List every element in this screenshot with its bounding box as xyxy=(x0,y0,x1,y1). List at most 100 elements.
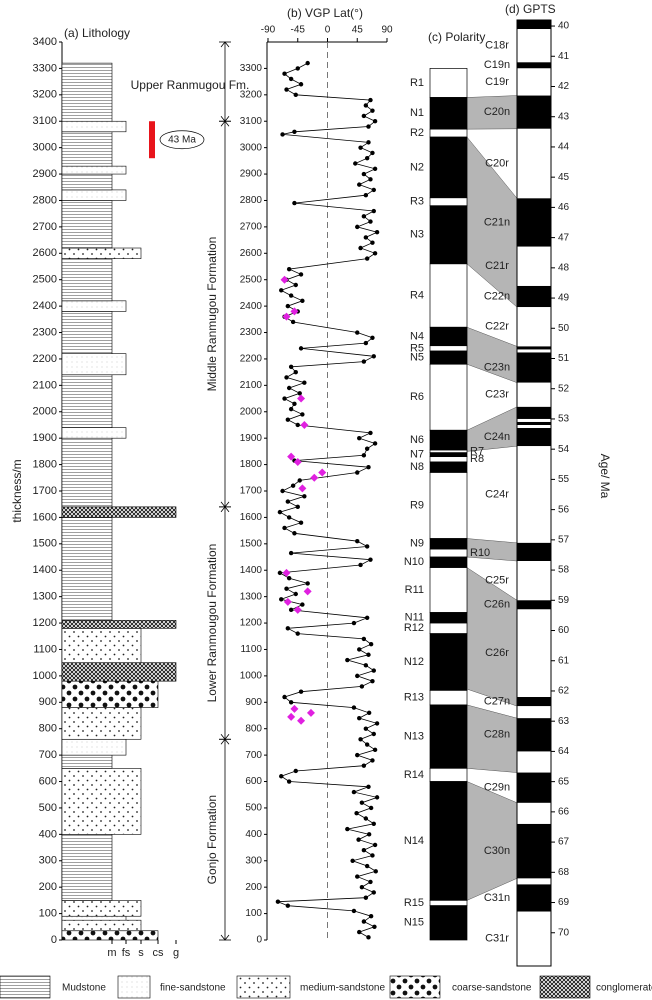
data-point xyxy=(282,525,287,531)
data-point xyxy=(298,82,304,87)
data-point xyxy=(300,420,309,429)
y-tick-label: 1700 xyxy=(33,485,57,497)
data-point xyxy=(280,275,289,284)
y-tick-label: 2900 xyxy=(240,169,263,180)
data-point xyxy=(277,509,283,515)
chron xyxy=(517,911,551,966)
data-point xyxy=(357,182,362,187)
y-tick-label: 57 xyxy=(558,534,570,545)
y-tick-label: 3300 xyxy=(33,62,57,74)
zone-label: N5 xyxy=(410,352,424,364)
correlation xyxy=(466,781,518,901)
chron xyxy=(517,561,551,601)
age-marker xyxy=(149,121,155,159)
y-tick-label: 1500 xyxy=(33,538,57,550)
polarity-zone xyxy=(429,136,468,199)
y-tick-label: 2800 xyxy=(33,194,57,206)
data-point xyxy=(361,763,367,768)
chron xyxy=(517,128,551,199)
zone-label: R11 xyxy=(405,584,424,596)
data-point xyxy=(355,470,360,475)
legend-swatch xyxy=(539,975,591,999)
zone-label: R13 xyxy=(404,692,424,704)
polarity-zone xyxy=(429,900,468,907)
y-tick-label: 1800 xyxy=(33,458,57,470)
chron xyxy=(517,307,551,347)
y-tick-label: 2400 xyxy=(33,300,57,312)
data-point xyxy=(318,468,327,477)
data-point xyxy=(363,192,369,198)
y-tick-label: 200 xyxy=(39,881,57,893)
data-point xyxy=(361,359,367,364)
y-tick-label: 3200 xyxy=(33,89,57,101)
data-point xyxy=(288,364,294,370)
y-tick-label: 49 xyxy=(558,293,570,304)
zone-label: R1 xyxy=(410,77,424,89)
y-tick-label: 2900 xyxy=(33,168,57,180)
chron xyxy=(517,884,551,912)
data-point xyxy=(371,890,376,895)
polarity-zone xyxy=(429,690,468,706)
chron-label: C24r xyxy=(485,488,509,500)
data-point xyxy=(374,721,380,726)
data-point xyxy=(298,484,307,493)
y-tick-label: 1900 xyxy=(33,432,57,444)
y-tick-label: 66 xyxy=(558,807,570,818)
y-tick-label: 1600 xyxy=(33,511,57,523)
data-point xyxy=(359,684,365,689)
y-tick-label: 3400 xyxy=(33,36,57,48)
legend-label: fine-sandstone xyxy=(160,983,226,994)
polarity-zone xyxy=(429,345,468,352)
y-tick-label: 1200 xyxy=(33,617,57,629)
data-point xyxy=(302,380,307,385)
data-point xyxy=(359,800,365,805)
polarity-zone xyxy=(429,263,468,328)
y-tick-label: 3000 xyxy=(33,142,57,154)
data-point xyxy=(286,515,292,520)
y-tick-label: 600 xyxy=(39,775,57,787)
data-point xyxy=(275,899,281,904)
chron-label: C31r xyxy=(485,933,509,945)
data-point xyxy=(357,647,362,652)
formation-arrow xyxy=(220,501,230,508)
zone-label: N13 xyxy=(404,731,424,743)
chron-label: C26n xyxy=(484,599,510,611)
data-point xyxy=(370,335,375,341)
y-tick-label: 68 xyxy=(558,867,570,878)
data-point xyxy=(370,678,375,684)
data-point xyxy=(280,488,285,494)
lithology-layer xyxy=(61,680,159,708)
data-point xyxy=(370,240,375,245)
data-point xyxy=(355,673,360,679)
data-point xyxy=(288,293,294,298)
lithology-layer xyxy=(61,900,142,917)
y-tick-label: 200 xyxy=(245,882,262,893)
data-point xyxy=(355,224,360,230)
chron-label: C19r xyxy=(485,76,509,88)
data-point xyxy=(356,837,361,842)
y-tick-label: 70 xyxy=(558,927,570,938)
chron xyxy=(517,20,551,30)
y-tick-label: 1100 xyxy=(240,644,262,655)
y-tick-label: 1400 xyxy=(240,565,263,576)
chron-label: C20r xyxy=(485,157,509,169)
lithology-layer xyxy=(61,506,177,518)
y-tick-label: 2400 xyxy=(240,301,263,312)
data-point xyxy=(361,848,367,853)
data-point xyxy=(361,214,367,219)
chron-label: C23r xyxy=(485,389,509,401)
data-line xyxy=(277,62,379,938)
y-tick-label: 1500 xyxy=(240,538,263,549)
y-tick-label: 2800 xyxy=(240,195,263,206)
panel-title: (d) GPTS xyxy=(505,2,556,16)
x-tick-label: 90 xyxy=(381,25,393,36)
polarity-zone xyxy=(429,472,468,539)
zone-label: R5 xyxy=(410,342,424,354)
chron-label: C23n xyxy=(484,361,510,373)
polarity-zone xyxy=(429,197,468,207)
y-tick-label: 2100 xyxy=(33,379,57,391)
polarity-zone xyxy=(429,538,468,550)
y-tick-label: 3300 xyxy=(240,63,263,74)
chron xyxy=(517,285,551,308)
data-point xyxy=(295,66,300,71)
